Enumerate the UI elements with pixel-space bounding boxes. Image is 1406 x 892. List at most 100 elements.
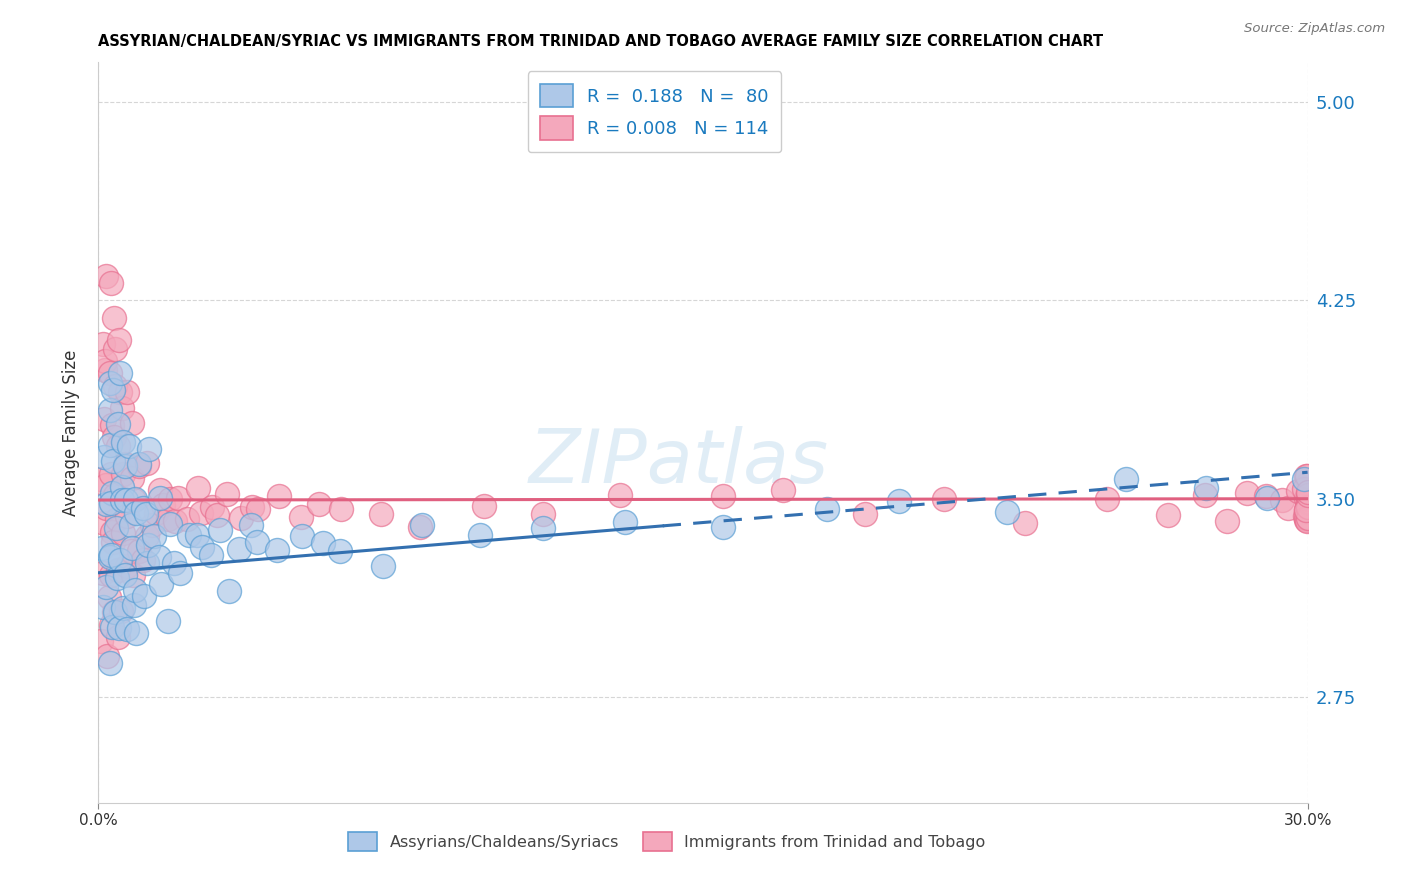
Point [889,494,911,508]
Point [107,439,129,453]
Point [1295,514,1317,528]
Point [125,506,148,520]
Point [98,656,121,670]
Point [110,401,132,416]
Point [371,558,394,573]
Point [1286,484,1309,499]
Point [472,500,495,514]
Point [1296,505,1319,519]
Point [93,599,115,614]
Point [136,529,159,543]
Point [1292,472,1315,486]
Point [711,489,734,503]
Point [111,525,134,540]
Point [162,556,184,570]
Legend: Assyrians/Chaldeans/Syriacs, Immigrants from Trinidad and Tobago: Assyrians/Chaldeans/Syriacs, Immigrants … [342,825,993,858]
Point [1296,514,1319,528]
Point [1295,511,1317,525]
Point [136,538,159,552]
Point [411,517,433,532]
Point [370,507,392,521]
Point [215,487,238,501]
Point [132,553,155,567]
Point [115,509,138,524]
Point [98,366,121,380]
Point [190,540,212,554]
Point [138,442,160,456]
Point [1256,489,1278,503]
Point [128,458,150,473]
Point [128,458,150,472]
Point [134,589,156,603]
Point [308,497,330,511]
Point [267,489,290,503]
Point [104,521,127,535]
Point [1295,503,1317,517]
Point [1277,500,1299,515]
Point [228,542,250,557]
Point [1296,495,1319,509]
Point [101,620,124,634]
Point [329,502,352,516]
Point [290,510,312,524]
Point [145,506,167,520]
Point [94,478,117,492]
Point [247,502,270,516]
Point [110,366,132,380]
Point [104,488,127,502]
Point [1195,482,1218,496]
Point [1270,492,1292,507]
Point [100,496,122,510]
Point [772,483,794,497]
Point [136,456,159,470]
Point [1295,469,1317,483]
Point [110,480,132,494]
Point [96,501,118,516]
Point [100,617,122,632]
Point [1292,483,1315,497]
Point [108,621,131,635]
Point [103,454,125,468]
Point [208,523,231,537]
Point [132,501,155,516]
Point [104,379,127,393]
Point [101,417,124,432]
Point [107,630,129,644]
Point [200,548,222,562]
Point [135,556,157,570]
Point [246,535,269,549]
Point [1215,514,1237,528]
Point [932,491,955,506]
Point [1296,488,1319,502]
Text: ZIPatlas: ZIPatlas [529,426,830,499]
Point [1296,513,1319,527]
Point [1256,491,1278,505]
Point [1296,513,1319,527]
Point [1095,491,1118,506]
Point [100,568,122,582]
Point [115,385,138,400]
Point [468,528,491,542]
Point [107,417,129,431]
Point [1156,508,1178,522]
Point [290,528,312,542]
Point [105,571,128,585]
Point [114,568,136,582]
Point [115,492,138,507]
Point [93,516,115,530]
Point [711,520,734,534]
Point [135,507,157,521]
Point [1296,491,1319,506]
Point [93,566,115,581]
Point [91,337,114,351]
Point [111,601,134,615]
Point [96,268,118,283]
Point [90,634,112,648]
Point [995,505,1018,519]
Point [312,536,335,550]
Point [104,342,127,356]
Point [125,626,148,640]
Point [117,622,139,636]
Point [91,541,114,555]
Point [1115,472,1137,486]
